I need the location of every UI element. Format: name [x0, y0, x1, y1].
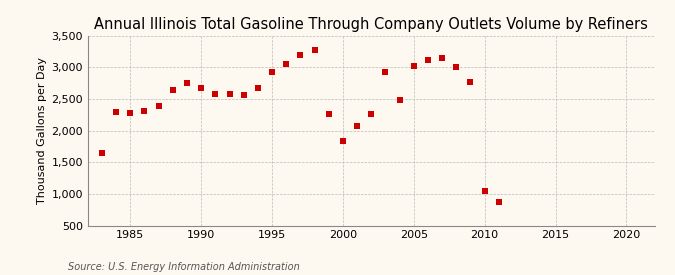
Point: [493, 200, 504, 204]
Point: [252, 86, 263, 90]
Point: [139, 109, 150, 113]
Point: [394, 97, 405, 102]
Point: [97, 150, 107, 155]
Title: Annual Illinois Total Gasoline Through Company Outlets Volume by Refiners: Annual Illinois Total Gasoline Through C…: [95, 17, 648, 32]
Point: [338, 139, 348, 143]
Point: [309, 48, 320, 53]
Point: [167, 87, 178, 92]
Point: [196, 86, 207, 90]
Point: [352, 123, 362, 128]
Point: [437, 56, 448, 60]
Point: [153, 104, 164, 108]
Point: [238, 93, 249, 97]
Point: [182, 80, 192, 85]
Point: [465, 80, 476, 84]
Point: [323, 111, 334, 116]
Point: [281, 61, 292, 66]
Point: [408, 64, 419, 68]
Point: [479, 189, 490, 194]
Point: [224, 92, 235, 96]
Point: [380, 70, 391, 75]
Point: [125, 111, 136, 115]
Y-axis label: Thousand Gallons per Day: Thousand Gallons per Day: [37, 57, 47, 204]
Point: [451, 65, 462, 70]
Point: [295, 53, 306, 57]
Point: [366, 111, 377, 116]
Point: [210, 92, 221, 96]
Point: [111, 109, 122, 114]
Text: Source: U.S. Energy Information Administration: Source: U.S. Energy Information Administ…: [68, 262, 299, 272]
Point: [267, 70, 277, 75]
Point: [423, 58, 433, 63]
